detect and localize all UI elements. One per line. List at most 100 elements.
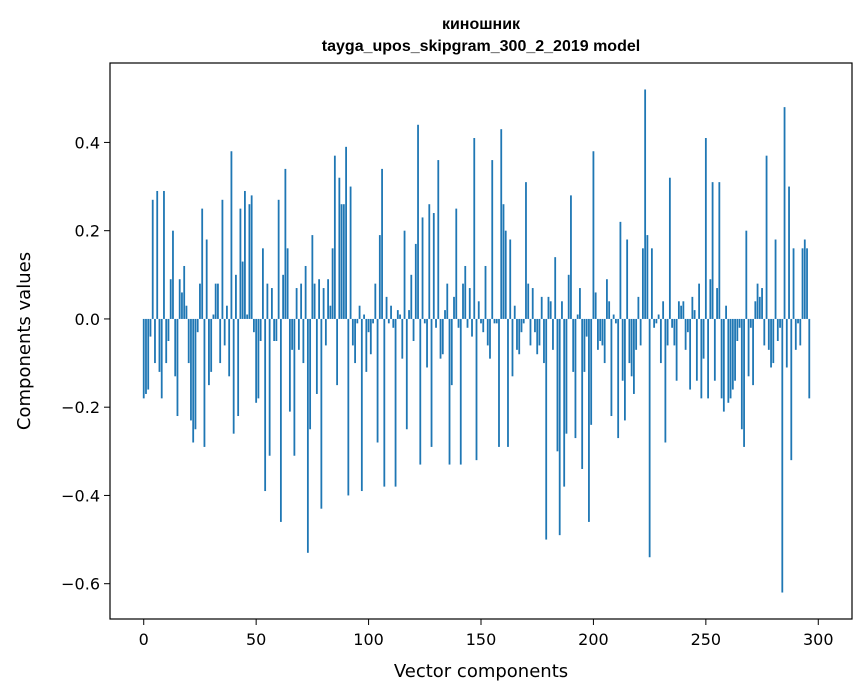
- bar-251: [707, 318, 709, 399]
- bar-278: [767, 318, 770, 350]
- plot-frame: [109, 62, 853, 620]
- x-tick-label: 200: [578, 630, 609, 649]
- bar-270: [749, 318, 752, 328]
- bar-92: [349, 186, 352, 319]
- y-axis-label: Components values: [14, 252, 35, 430]
- bar-50: [255, 318, 258, 403]
- bar-175: [536, 318, 539, 355]
- bar-280: [772, 318, 775, 364]
- bar-4: [151, 199, 154, 319]
- bar-76: [313, 283, 316, 319]
- bar-235: [671, 318, 674, 328]
- bar-11: [167, 318, 170, 341]
- bar-204: [601, 318, 604, 346]
- bar-125: [423, 318, 426, 324]
- bar-22: [192, 318, 195, 443]
- bar-12: [169, 279, 172, 319]
- bar-32: [214, 283, 217, 319]
- bar-124: [421, 217, 424, 319]
- bar-248: [700, 318, 703, 399]
- bar-5: [154, 318, 156, 364]
- bar-65: [288, 318, 291, 412]
- bar-31: [212, 314, 215, 319]
- bar-7: [158, 318, 161, 372]
- bar-228: [655, 318, 658, 324]
- bar-41: [235, 274, 237, 319]
- bar-117: [405, 318, 408, 430]
- bar-118: [408, 310, 410, 319]
- bar-36: [223, 318, 226, 346]
- bar-185: [558, 318, 561, 536]
- bar-178: [543, 318, 545, 364]
- bar-24: [196, 318, 199, 333]
- bar-0: [142, 318, 145, 399]
- bar-100: [367, 318, 370, 333]
- bar-186: [561, 301, 563, 319]
- y-tick-label: −0.2: [61, 398, 100, 417]
- bar-203: [599, 318, 602, 341]
- bar-236: [673, 318, 676, 346]
- bars-group: [142, 89, 811, 593]
- bar-177: [540, 296, 543, 319]
- bar-135: [446, 283, 449, 319]
- bar-149: [477, 301, 480, 319]
- bar-27: [203, 318, 206, 447]
- bar-120: [412, 318, 415, 341]
- bar-268: [745, 230, 748, 319]
- bar-271: [752, 318, 754, 386]
- bar-49: [253, 318, 255, 333]
- bar-88: [340, 204, 343, 319]
- bar-286: [785, 318, 788, 368]
- y-tick-label: 0.4: [75, 133, 100, 152]
- bar-157: [495, 318, 498, 324]
- bar-20: [187, 318, 190, 364]
- bar-35: [221, 199, 224, 319]
- bar-281: [774, 239, 777, 319]
- bar-198: [588, 318, 590, 522]
- bar-104: [376, 318, 379, 443]
- x-axis: 0 50 100 150 200 250 300: [139, 619, 834, 649]
- y-tick-label: −0.4: [61, 486, 100, 505]
- bar-75: [311, 235, 314, 319]
- bar-277: [765, 155, 768, 319]
- bar-82: [327, 279, 329, 319]
- bar-170: [525, 182, 527, 319]
- bar-153: [486, 318, 489, 346]
- bar-126: [426, 318, 428, 368]
- bar-23: [194, 318, 197, 430]
- bar-47: [248, 204, 251, 319]
- bar-265: [738, 318, 741, 328]
- bar-294: [803, 239, 806, 319]
- bar-150: [480, 318, 482, 324]
- bar-103: [374, 283, 377, 319]
- bar-232: [664, 318, 667, 443]
- bar-253: [711, 182, 714, 319]
- bar-193: [576, 314, 579, 319]
- bar-130: [435, 318, 437, 328]
- bar-108: [385, 296, 388, 319]
- bar-184: [556, 318, 559, 452]
- bar-194: [579, 288, 581, 319]
- bar-73: [306, 318, 309, 553]
- bar-98: [363, 314, 365, 319]
- bar-152: [484, 265, 487, 319]
- bar-182: [552, 318, 554, 350]
- bar-215: [626, 239, 629, 319]
- bar-165: [513, 305, 516, 319]
- bar-1: [145, 318, 147, 394]
- x-tick-label: 300: [803, 630, 834, 649]
- bar-40: [232, 318, 235, 434]
- bar-116: [403, 230, 406, 319]
- bar-267: [743, 318, 745, 447]
- bar-269: [747, 318, 750, 377]
- bar-85: [333, 155, 336, 319]
- chart-title-model: tayga_upos_skipgram_300_2_2019 model: [322, 38, 640, 55]
- bar-156: [493, 318, 496, 324]
- bar-147: [473, 138, 476, 319]
- bar-223: [644, 89, 647, 319]
- bar-143: [464, 265, 467, 319]
- bar-255: [716, 288, 718, 319]
- bar-99: [365, 318, 368, 372]
- bar-256: [718, 182, 721, 319]
